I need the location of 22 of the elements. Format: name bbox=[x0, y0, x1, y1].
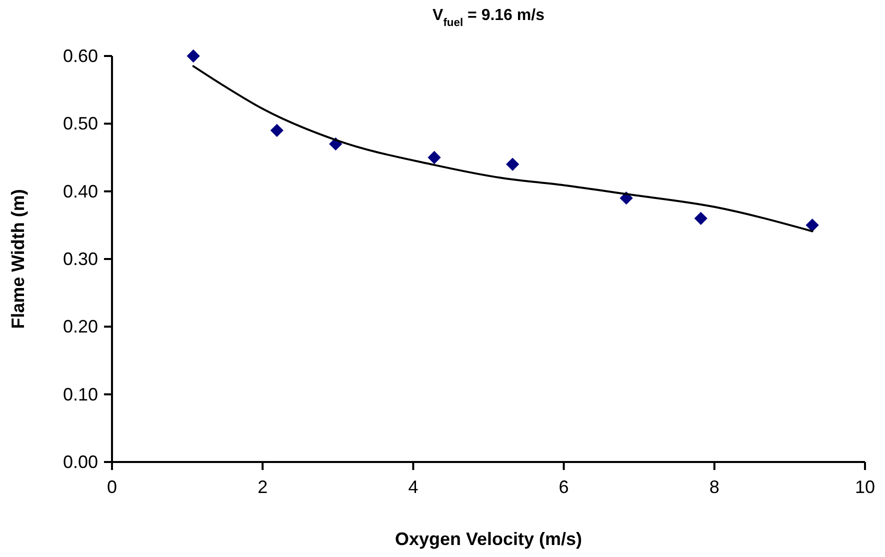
point bbox=[270, 124, 284, 137]
x-tick-label: 8 bbox=[709, 477, 720, 497]
point bbox=[694, 212, 708, 225]
x-tick-label: 2 bbox=[258, 477, 268, 497]
y-tick-label: 0.30 bbox=[62, 249, 98, 269]
x-tick-label: 6 bbox=[558, 477, 569, 497]
y-axis-title: Flame Width (m) bbox=[8, 189, 28, 329]
y-tick-label: 0.00 bbox=[62, 452, 98, 472]
x-tick-label: 0 bbox=[106, 477, 118, 497]
x-tick-label: 4 bbox=[408, 477, 418, 497]
y-tick-label: 0.50 bbox=[62, 114, 98, 134]
chart-title: V$_{fuel}$ = 9.16 m/s bbox=[432, 7, 545, 29]
point bbox=[186, 49, 200, 63]
point bbox=[428, 150, 441, 164]
x-tick-label: 10 bbox=[854, 477, 876, 497]
x-axis-title: Oxygen Velocity (m/s) bbox=[394, 529, 582, 549]
y-tick-label: 0.20 bbox=[62, 316, 98, 337]
y-tick-label: 0.40 bbox=[62, 181, 98, 202]
y-tick-label: 0.10 bbox=[62, 384, 98, 404]
point bbox=[806, 218, 819, 232]
point bbox=[506, 158, 520, 171]
y-tick-label: 0.60 bbox=[62, 46, 98, 66]
